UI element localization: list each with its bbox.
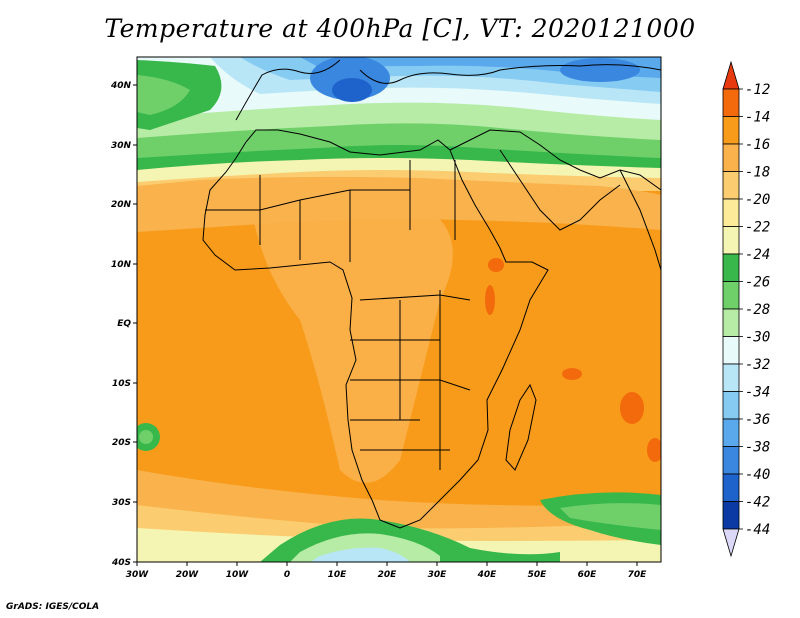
lat-label-40s: 40S [111,558,131,568]
lon-label-30w: 30W [126,570,150,580]
colorbar-box-b16_18 [722,143,740,172]
lon-label-50e: 50E [528,570,548,580]
colorbar-under-arrow [722,528,740,558]
colorbar-label: -42 [745,495,770,511]
coastlines [202,59,661,529]
colorbar-label: -24 [745,247,770,263]
colorbar-box-b28_30 [722,308,740,337]
europe-coastline [235,59,341,121]
colorbar-label: -44 [745,522,770,538]
madagascar-coastline [505,383,537,471]
colorbar-label: -28 [745,302,770,318]
map-frame [136,56,662,563]
colorbar-label: -38 [745,440,770,456]
lon-label-10w: 10W [226,570,250,580]
colorbar-box-b20_22 [722,198,740,227]
colorbar-box-b36_38 [722,418,740,447]
field-indian-ocean-warm [620,392,644,424]
lat-label-10s: 10S [112,379,131,389]
lon-label-30e: 30E [428,570,448,580]
temperature-field [137,57,661,562]
colorbar-label: -30 [745,330,770,346]
lon-label-40e: 40E [477,570,498,580]
field-horn-warm [488,258,504,272]
colorbar: -12 -14 -16 -18 -20 -22 -24 -26 -28 -30 -32 -34 -36 -… [722,60,770,558]
field-south-cold [310,547,410,562]
arabian-peninsula-south [499,149,621,231]
colorbar-box-b32_34 [722,363,740,392]
lat-label-30n: 30N [111,141,132,151]
borders-vertical [259,160,456,262]
footer-credit: GrADS: IGES/COLA [6,602,100,612]
field-atlantic-core [137,75,190,115]
colorbar-box-b40_42 [722,473,740,502]
lat-label-20s: 20S [112,438,131,448]
lat-label-10n: 10N [111,260,132,270]
colorbar-box-b38_40 [722,446,740,475]
colorbar-label: -20 [745,192,770,208]
field-band-38-40-east [560,58,640,82]
lon-label-20w: 20W [176,570,200,580]
colorbar-label: -40 [745,467,770,483]
lat-label-40n: 40N [110,81,132,91]
lon-label-0: 0 [284,570,290,580]
colorbar-box-b12_14 [722,88,740,117]
colorbar-label: -12 [745,82,770,98]
colorbar-label: -36 [745,412,770,428]
colorbar-box-b24_26 [722,253,740,282]
borders-east [399,290,441,470]
lat-label-eq: EQ [117,319,131,329]
field-indian-ocean-warm-3 [647,438,661,462]
field-sw-atlantic-core [139,430,153,444]
chart-title: Temperature at 400hPa [C], VT: 202012100… [104,14,696,43]
colorbar-label: -26 [745,275,770,291]
colorbar-label: -34 [745,385,770,401]
colorbar-box-b26_28 [722,281,740,310]
colorbar-label: -16 [745,137,770,153]
lon-label-60e: 60E [578,570,598,580]
asia-north-coastline [359,64,661,84]
field-indian-ocean-warm-2 [562,368,582,380]
arabia-coastline [449,129,661,191]
india-coastline [619,169,661,271]
field-east-africa-warm [485,285,495,315]
lon-label-20e: 20E [378,570,398,580]
colorbar-over-arrow [722,60,740,90]
lat-label-20n: 20N [111,200,132,210]
colorbar-box-b18_20 [722,171,740,200]
colorbar-box-b34_36 [722,391,740,420]
colorbar-label: -14 [745,110,770,126]
lon-axis: 30W 20W 10W 0 10E 20E 30E 40E 50E 60E 70… [126,562,647,580]
colorbar-box-b14_16 [722,116,740,145]
colorbar-label: -22 [745,220,770,236]
colorbar-label: -18 [745,165,770,181]
lon-label-10e: 10E [328,570,348,580]
field-band-40-42 [332,78,372,102]
colorbar-box-b30_32 [722,336,740,365]
africa-coastline [202,129,549,529]
lon-label-70e: 70E [628,570,648,580]
colorbar-box-b22_24 [722,226,740,255]
field-southeast-cool [560,503,661,530]
colorbar-box-b42_44 [722,501,740,530]
lat-label-30s: 30S [112,498,131,508]
colorbar-label: -32 [745,357,770,373]
lat-axis: 40N 30N 20N 10N EQ 10S 20S 30S 40S [110,81,137,568]
